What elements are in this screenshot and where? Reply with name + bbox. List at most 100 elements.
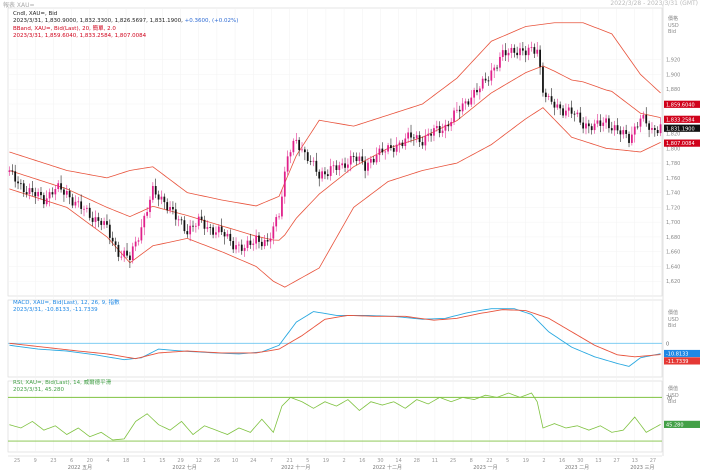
- candle[interactable]: [243, 247, 246, 251]
- candle[interactable]: [209, 227, 212, 229]
- candle[interactable]: [524, 50, 527, 56]
- candle[interactable]: [510, 47, 513, 53]
- candle[interactable]: [94, 217, 97, 222]
- candle[interactable]: [602, 122, 605, 126]
- candle[interactable]: [530, 47, 533, 48]
- candles[interactable]: [8, 41, 662, 269]
- candle[interactable]: [496, 67, 498, 69]
- candle[interactable]: [63, 189, 65, 195]
- candle[interactable]: [585, 123, 587, 129]
- candle[interactable]: [447, 124, 450, 127]
- candle[interactable]: [51, 192, 54, 195]
- candle[interactable]: [470, 97, 473, 105]
- candle[interactable]: [410, 132, 412, 138]
- candle[interactable]: [103, 221, 105, 225]
- candle[interactable]: [258, 235, 260, 242]
- candle[interactable]: [217, 226, 220, 233]
- candle[interactable]: [278, 216, 280, 218]
- candle[interactable]: [88, 207, 91, 218]
- candle[interactable]: [645, 114, 648, 124]
- candle[interactable]: [206, 227, 209, 229]
- candle[interactable]: [91, 217, 94, 222]
- candle[interactable]: [372, 158, 375, 163]
- candle[interactable]: [507, 52, 510, 56]
- candle[interactable]: [587, 123, 590, 127]
- candle[interactable]: [85, 207, 88, 209]
- candle[interactable]: [246, 240, 249, 248]
- candle[interactable]: [622, 130, 625, 135]
- candle[interactable]: [131, 246, 134, 260]
- candle[interactable]: [424, 135, 427, 146]
- candle[interactable]: [223, 232, 226, 237]
- candle[interactable]: [504, 50, 507, 56]
- candle[interactable]: [562, 108, 564, 116]
- candle[interactable]: [659, 124, 662, 134]
- candle[interactable]: [186, 231, 189, 235]
- candle[interactable]: [547, 96, 550, 98]
- candle[interactable]: [567, 107, 570, 111]
- candle[interactable]: [42, 195, 45, 205]
- candle[interactable]: [160, 196, 163, 200]
- candle[interactable]: [375, 154, 378, 163]
- candle[interactable]: [565, 110, 567, 116]
- candle[interactable]: [215, 232, 217, 235]
- candle[interactable]: [513, 47, 516, 53]
- candle[interactable]: [639, 118, 642, 127]
- candle[interactable]: [269, 238, 272, 242]
- candle[interactable]: [570, 107, 573, 114]
- candle[interactable]: [608, 118, 610, 129]
- candle[interactable]: [235, 245, 237, 250]
- candle[interactable]: [361, 156, 364, 162]
- candle[interactable]: [556, 104, 559, 108]
- candle[interactable]: [266, 239, 269, 242]
- candle[interactable]: [174, 209, 177, 220]
- candle[interactable]: [636, 126, 639, 128]
- candle[interactable]: [633, 126, 636, 135]
- candle[interactable]: [527, 47, 530, 56]
- candle[interactable]: [533, 47, 536, 54]
- candle[interactable]: [220, 226, 223, 233]
- macd-signal-line[interactable]: [9, 309, 661, 360]
- candle[interactable]: [309, 160, 312, 162]
- candle[interactable]: [283, 171, 286, 197]
- candle[interactable]: [312, 160, 315, 162]
- candle[interactable]: [163, 196, 166, 203]
- candle[interactable]: [516, 52, 519, 56]
- candle[interactable]: [140, 227, 143, 241]
- candle[interactable]: [573, 113, 576, 115]
- candle[interactable]: [476, 89, 478, 93]
- macd-line[interactable]: [9, 308, 661, 367]
- candle[interactable]: [338, 165, 341, 171]
- candle[interactable]: [263, 239, 266, 247]
- candle[interactable]: [542, 66, 544, 93]
- candle[interactable]: [610, 128, 613, 131]
- candle[interactable]: [625, 130, 628, 134]
- candle[interactable]: [456, 109, 458, 111]
- candle[interactable]: [137, 240, 140, 242]
- candle[interactable]: [315, 160, 318, 172]
- candle[interactable]: [493, 67, 496, 71]
- candle[interactable]: [126, 250, 128, 256]
- candle[interactable]: [31, 188, 34, 193]
- candle[interactable]: [180, 219, 183, 221]
- candle[interactable]: [37, 191, 40, 197]
- candle[interactable]: [490, 70, 493, 81]
- candle[interactable]: [559, 104, 562, 109]
- candle[interactable]: [478, 88, 481, 93]
- candle[interactable]: [200, 216, 203, 220]
- candle[interactable]: [335, 165, 338, 171]
- candle[interactable]: [412, 137, 415, 139]
- candle[interactable]: [387, 145, 389, 152]
- candle[interactable]: [369, 158, 372, 163]
- candle[interactable]: [166, 202, 169, 211]
- candle[interactable]: [48, 192, 51, 199]
- candle[interactable]: [536, 49, 539, 54]
- candle[interactable]: [367, 162, 369, 171]
- candle[interactable]: [539, 49, 541, 67]
- candle[interactable]: [260, 241, 263, 247]
- candle[interactable]: [238, 244, 240, 246]
- candle[interactable]: [40, 191, 42, 196]
- candle[interactable]: [381, 148, 384, 153]
- candle[interactable]: [295, 139, 298, 141]
